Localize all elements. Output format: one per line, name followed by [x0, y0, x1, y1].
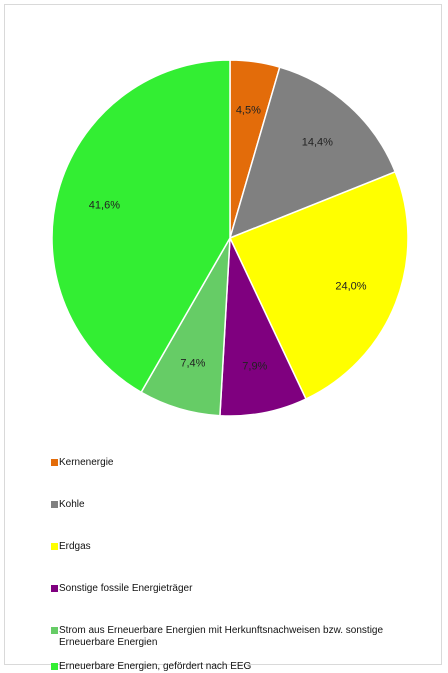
legend-swatch: [51, 501, 58, 508]
legend-label: Erdgas: [59, 541, 91, 552]
legend-label: Kohle: [59, 499, 85, 510]
legend-item-3: Sonstige fossile Energieträger: [51, 583, 431, 595]
legend-item-5: Erneuerbare Energien, gefördert nach EEG: [51, 661, 431, 673]
pie-slice-1: [228, 66, 397, 240]
legend-swatch: [51, 459, 58, 466]
legend-label: Sonstige fossile Energieträger: [59, 583, 193, 594]
pie-slice-2: [228, 170, 409, 400]
legend-label: Strom aus Erneuerbare Energien mit Herku…: [59, 625, 384, 648]
slice-value-label-1: 14,4%: [302, 137, 333, 149]
pie-slice-5: [51, 59, 231, 394]
pie-chart: 4,5% 14,4% 24,0% 7,9% 7,4% 41,6%: [51, 59, 409, 417]
legend-item-4: Strom aus Erneuerbare Energien mit Herku…: [51, 625, 431, 649]
legend-item-0: Kernenergie: [51, 457, 431, 469]
legend-label: Erneuerbare Energien, gefördert nach EEG: [59, 661, 252, 672]
legend: Kernenergie Kohle Erdgas Sonstige fossile E…: [51, 457, 431, 673]
chart-frame: 4,5% 14,4% 24,0% 7,9% 7,4% 41,6% Kernenergie K…: [4, 4, 442, 672]
slice-value-label-5: 41,6%: [89, 199, 120, 211]
legend-swatch: [51, 543, 58, 550]
legend-swatch: [51, 627, 58, 634]
legend-swatch: [51, 585, 58, 592]
legend-label: Kernenergie: [59, 457, 114, 468]
slice-value-label-2: 24,0%: [335, 281, 366, 293]
legend-swatch: [51, 663, 58, 670]
legend-item-2: Erdgas: [51, 541, 431, 553]
slice-value-label-0: 4,5%: [236, 104, 261, 116]
slice-value-label-3: 7,9%: [242, 361, 267, 373]
legend-item-1: Kohle: [51, 499, 431, 511]
slice-value-label-4: 7,4%: [180, 358, 205, 370]
